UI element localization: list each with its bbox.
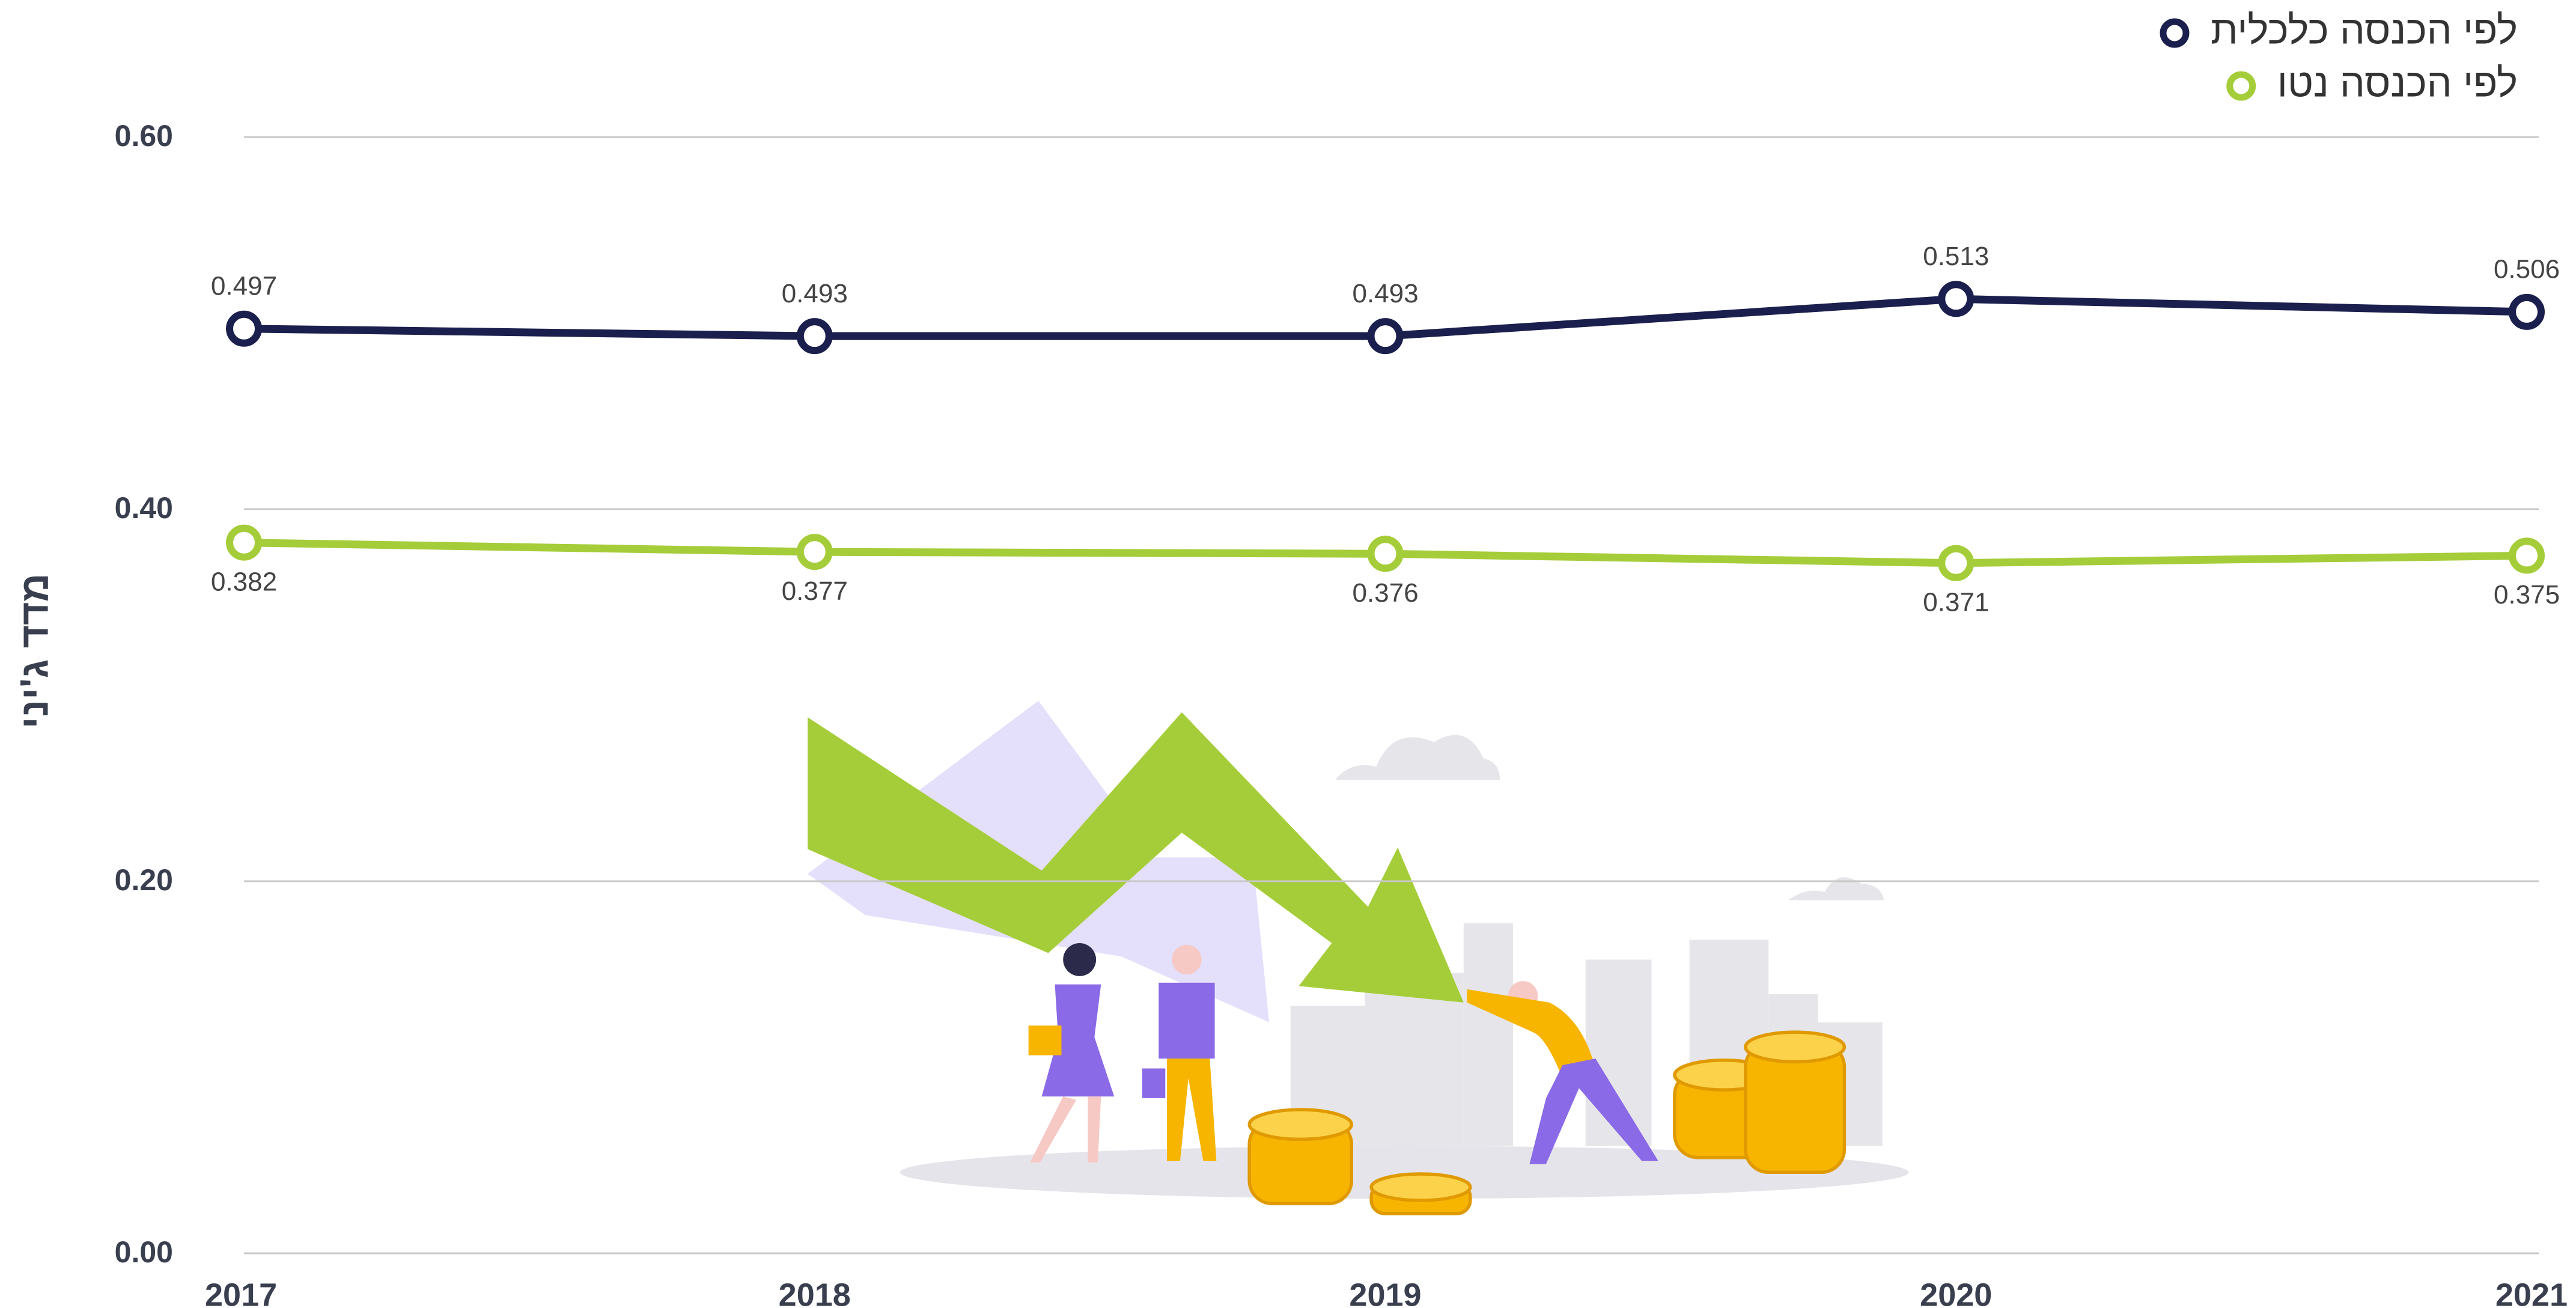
x-tick-label: 2019 (1349, 1277, 1421, 1308)
line-marker (226, 524, 262, 561)
legend-label: לפי הכנסה נטו (2277, 60, 2518, 105)
lavender-arrow (808, 700, 1270, 1022)
data-label: 0.382 (211, 567, 277, 596)
green-arrow (808, 712, 1464, 1003)
line-marker (1938, 545, 1975, 581)
y-tick-label: 0.40 (115, 491, 173, 525)
legend-label: לפי הכנסה כלכלית (2211, 7, 2518, 52)
data-label: 0.493 (1352, 279, 1418, 308)
y-tick-label: 0.60 (115, 119, 173, 153)
data-label: 0.377 (782, 576, 848, 606)
clouds (1335, 735, 1884, 900)
legend-marker (2160, 18, 2190, 48)
line-marker (2509, 537, 2545, 574)
legend-marker (2226, 71, 2256, 101)
data-label: 0.371 (1923, 587, 1989, 617)
x-tick-label: 2020 (1920, 1277, 1992, 1308)
people (1028, 943, 1658, 1164)
x-tick-label: 2017 (205, 1277, 277, 1308)
line-marker (2509, 293, 2545, 330)
line-marker (226, 310, 262, 347)
data-label: 0.506 (2494, 255, 2560, 284)
x-tick-label: 2018 (779, 1277, 851, 1308)
illustration (808, 700, 1909, 1215)
line-marker (1367, 318, 1404, 355)
data-label: 0.375 (2494, 580, 2560, 610)
coins (1247, 1030, 1847, 1215)
y-tick-label: 0.20 (115, 863, 173, 897)
line-marker (796, 318, 833, 355)
data-label: 0.493 (782, 279, 848, 308)
y-tick-label: 0.00 (115, 1235, 173, 1269)
y-axis-title: מדד ג'יני (11, 573, 56, 729)
data-label: 0.513 (1923, 242, 1989, 271)
x-tick-label: 2021 (2495, 1277, 2568, 1308)
line-marker (1938, 281, 1975, 317)
line-marker (1367, 536, 1404, 572)
data-label: 0.376 (1352, 578, 1418, 608)
data-label: 0.497 (211, 271, 277, 301)
line-marker (796, 534, 833, 570)
